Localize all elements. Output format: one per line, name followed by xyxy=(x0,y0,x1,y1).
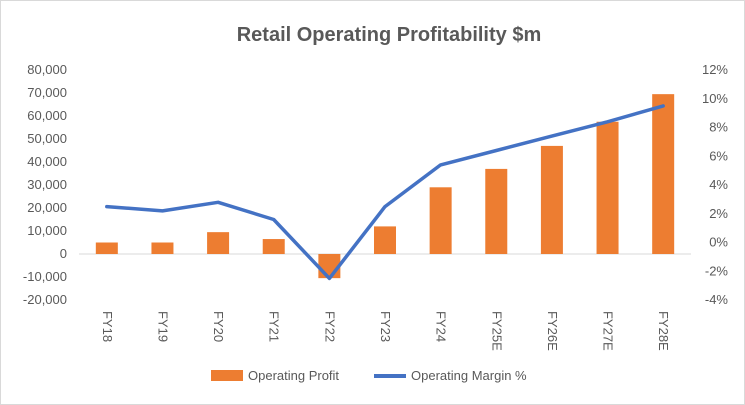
left-axis: -20,000 -10,000 0 10,000 20,000 30,000 40,000 5… xyxy=(23,62,67,307)
y-right-tick-label: 0% xyxy=(709,235,728,250)
x-tick-label: FY18 xyxy=(100,311,115,342)
line-series xyxy=(105,104,665,281)
y-left-tick-label: 10,000 xyxy=(27,223,67,238)
bar-fy25e xyxy=(485,168,508,254)
x-tick-label: FY26E xyxy=(545,311,560,351)
y-right-tick-label: -4% xyxy=(705,292,729,307)
legend-label-operating-margin: Operating Margin % xyxy=(411,368,527,383)
x-tick-label: FY28E xyxy=(656,311,671,351)
y-left-tick-label: -10,000 xyxy=(23,269,67,284)
y-left-tick-label: 70,000 xyxy=(27,85,67,100)
operating-margin-line xyxy=(105,104,665,281)
bar-series xyxy=(95,94,675,279)
y-left-tick-label: 20,000 xyxy=(27,200,67,215)
x-tick-label: FY22 xyxy=(322,311,337,342)
x-tick-label: FY25E xyxy=(489,311,504,351)
bar-fy21 xyxy=(262,239,285,254)
x-tick-label: FY21 xyxy=(267,311,282,342)
x-axis-labels: FY18 FY19 FY20 FY21 FY22 FY23 FY24 FY25E FY26E FY… xyxy=(100,311,671,351)
y-right-tick-label: 4% xyxy=(709,177,728,192)
bar-fy18 xyxy=(95,242,118,254)
bar-fy23 xyxy=(374,226,396,254)
y-left-tick-label: 30,000 xyxy=(27,177,67,192)
legend-swatch-operating-profit xyxy=(211,370,243,381)
bar-fy28e xyxy=(652,94,675,255)
y-right-tick-label: 8% xyxy=(709,120,728,135)
y-left-tick-label: 60,000 xyxy=(27,108,67,123)
x-tick-label: FY23 xyxy=(378,311,393,342)
y-left-tick-label: 80,000 xyxy=(27,62,67,77)
x-tick-label: FY24 xyxy=(434,311,449,342)
legend-label-operating-profit: Operating Profit xyxy=(248,368,339,383)
y-left-tick-label: -20,000 xyxy=(23,292,67,307)
bar-fy20 xyxy=(207,232,230,254)
y-left-tick-label: 50,000 xyxy=(27,131,67,146)
x-tick-label: FY20 xyxy=(211,311,226,342)
bar-fy24 xyxy=(429,187,452,254)
x-tick-label: FY27E xyxy=(601,311,616,351)
bar-fy26e xyxy=(540,145,563,254)
bar-fy27e xyxy=(596,121,619,254)
chart-title: Retail Operating Profitability $m xyxy=(237,24,542,46)
x-tick-label: FY19 xyxy=(155,311,170,342)
bar-fy19 xyxy=(151,242,174,254)
legend: Operating Profit Operating Margin % xyxy=(211,368,527,383)
y-left-tick-label: 0 xyxy=(60,246,67,261)
y-right-tick-label: 6% xyxy=(709,148,728,163)
right-axis: -4% -2% 0% 2% 4% 6% 8% 10% 12% xyxy=(702,62,728,307)
y-right-tick-label: 10% xyxy=(702,91,728,106)
y-left-tick-label: 40,000 xyxy=(27,154,67,169)
y-right-tick-label: 2% xyxy=(709,206,728,221)
y-right-tick-label: -2% xyxy=(705,263,729,278)
y-right-tick-label: 12% xyxy=(702,62,728,77)
